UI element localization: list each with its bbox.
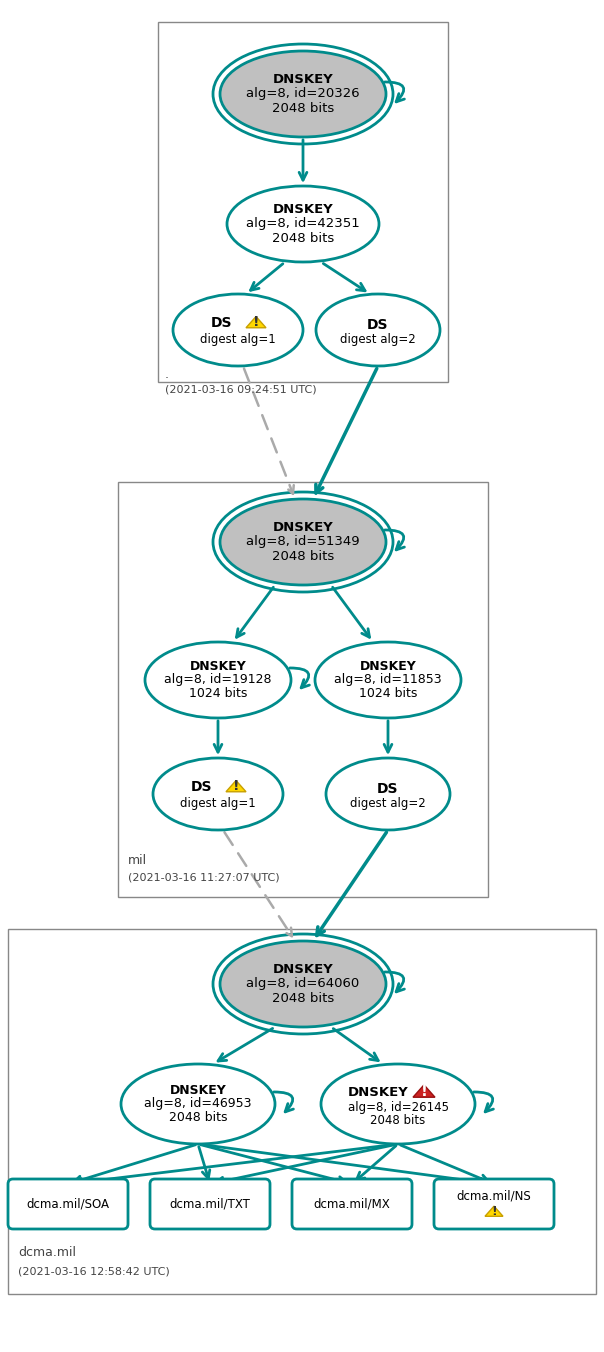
- FancyBboxPatch shape: [150, 1179, 270, 1229]
- FancyBboxPatch shape: [8, 929, 596, 1294]
- Text: (2021-03-16 11:27:07 UTC): (2021-03-16 11:27:07 UTC): [128, 873, 280, 883]
- FancyBboxPatch shape: [8, 1179, 128, 1229]
- Text: DNSKEY: DNSKEY: [272, 203, 333, 216]
- FancyBboxPatch shape: [292, 1179, 412, 1229]
- Text: !: !: [420, 1084, 428, 1099]
- FancyArrowPatch shape: [474, 1092, 493, 1111]
- Text: DNSKEY: DNSKEY: [170, 1083, 226, 1096]
- Text: alg=8, id=42351: alg=8, id=42351: [246, 218, 360, 230]
- Ellipse shape: [316, 293, 440, 366]
- Ellipse shape: [173, 293, 303, 366]
- Ellipse shape: [227, 187, 379, 262]
- Ellipse shape: [121, 1064, 275, 1144]
- Text: 2048 bits: 2048 bits: [272, 550, 334, 564]
- Text: DNSKEY: DNSKEY: [190, 660, 246, 672]
- Text: 1024 bits: 1024 bits: [359, 687, 417, 700]
- Text: DS: DS: [191, 780, 213, 794]
- Text: 2048 bits: 2048 bits: [272, 103, 334, 115]
- Text: mil: mil: [128, 853, 147, 867]
- Text: 2048 bits: 2048 bits: [370, 1114, 426, 1126]
- Text: 2048 bits: 2048 bits: [272, 992, 334, 1006]
- Text: !: !: [252, 315, 259, 330]
- Text: dcma.mil/MX: dcma.mil/MX: [313, 1198, 390, 1210]
- Text: alg=8, id=26145: alg=8, id=26145: [347, 1101, 449, 1114]
- Ellipse shape: [220, 51, 386, 137]
- Ellipse shape: [220, 499, 386, 585]
- Text: 2048 bits: 2048 bits: [169, 1111, 227, 1125]
- Text: (2021-03-16 09:24:51 UTC): (2021-03-16 09:24:51 UTC): [165, 384, 316, 393]
- FancyArrowPatch shape: [274, 1092, 294, 1111]
- FancyArrowPatch shape: [385, 972, 405, 992]
- Text: DS: DS: [378, 781, 399, 796]
- Text: digest alg=1: digest alg=1: [200, 333, 276, 346]
- Polygon shape: [246, 316, 266, 327]
- Text: DNSKEY: DNSKEY: [348, 1087, 408, 1099]
- FancyBboxPatch shape: [158, 22, 448, 383]
- Text: !: !: [491, 1205, 497, 1218]
- Text: .: .: [165, 368, 169, 380]
- Ellipse shape: [145, 642, 291, 718]
- Ellipse shape: [153, 758, 283, 830]
- Text: alg=8, id=51349: alg=8, id=51349: [246, 535, 360, 549]
- Text: 2048 bits: 2048 bits: [272, 233, 334, 245]
- Text: alg=8, id=46953: alg=8, id=46953: [144, 1098, 252, 1110]
- Text: DS: DS: [211, 316, 233, 330]
- Text: digest alg=1: digest alg=1: [180, 796, 256, 810]
- FancyBboxPatch shape: [118, 483, 488, 896]
- Text: DNSKEY: DNSKEY: [272, 73, 333, 85]
- FancyArrowPatch shape: [385, 82, 405, 101]
- Text: alg=8, id=64060: alg=8, id=64060: [246, 977, 359, 991]
- Polygon shape: [413, 1084, 435, 1098]
- Text: !: !: [233, 780, 239, 794]
- Text: alg=8, id=19128: alg=8, id=19128: [164, 673, 272, 687]
- Ellipse shape: [326, 758, 450, 830]
- Text: DS: DS: [367, 318, 389, 333]
- Text: DNSKEY: DNSKEY: [272, 521, 333, 534]
- FancyBboxPatch shape: [434, 1179, 554, 1229]
- Text: digest alg=2: digest alg=2: [350, 796, 426, 810]
- FancyArrowPatch shape: [385, 530, 405, 550]
- Ellipse shape: [315, 642, 461, 718]
- Text: dcma.mil/TXT: dcma.mil/TXT: [170, 1198, 251, 1210]
- Text: dcma.mil: dcma.mil: [18, 1245, 76, 1259]
- Text: DNSKEY: DNSKEY: [359, 660, 416, 672]
- FancyArrowPatch shape: [290, 668, 309, 688]
- Text: (2021-03-16 12:58:42 UTC): (2021-03-16 12:58:42 UTC): [18, 1267, 170, 1278]
- Text: dcma.mil/SOA: dcma.mil/SOA: [27, 1198, 109, 1210]
- Text: alg=8, id=11853: alg=8, id=11853: [334, 673, 442, 687]
- Ellipse shape: [321, 1064, 475, 1144]
- Text: digest alg=2: digest alg=2: [340, 333, 416, 346]
- Text: alg=8, id=20326: alg=8, id=20326: [246, 88, 360, 100]
- Text: dcma.mil/NS: dcma.mil/NS: [457, 1190, 532, 1202]
- Text: DNSKEY: DNSKEY: [272, 963, 333, 976]
- Polygon shape: [485, 1206, 503, 1217]
- Polygon shape: [226, 780, 246, 792]
- Text: 1024 bits: 1024 bits: [189, 687, 247, 700]
- Ellipse shape: [220, 941, 386, 1028]
